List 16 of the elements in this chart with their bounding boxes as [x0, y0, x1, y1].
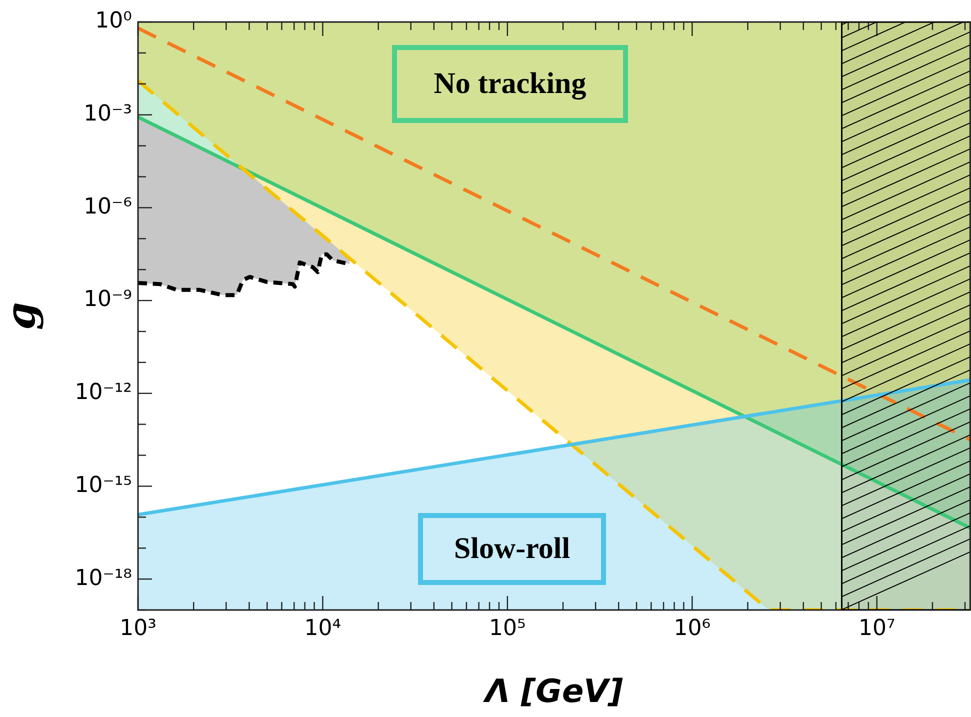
y-tick-label: 10⁻⁶ — [84, 194, 132, 220]
y-tick-label: 10⁻¹² — [74, 380, 132, 406]
x-tick-label: 10⁵ — [489, 616, 526, 641]
y-tick-label: 10⁰ — [95, 8, 132, 34]
x-tick-label: 10⁷ — [858, 616, 896, 641]
x-tick-label: 10⁶ — [674, 616, 711, 641]
x-axis-title: Λ [GeV] — [482, 672, 624, 710]
y-tick-label: 10⁻³ — [84, 102, 132, 127]
annotation: Slow-roll — [418, 513, 606, 585]
y-tick-label: 10⁻¹⁵ — [74, 472, 132, 498]
x-tick-label: 10³ — [120, 616, 156, 641]
x-tick-label: 10⁴ — [304, 616, 342, 641]
annotation: No tracking — [392, 45, 628, 123]
y-tick-label: 10⁻⁹ — [84, 287, 132, 312]
y-axis-title: g — [0, 302, 44, 330]
y-tick-label: 10⁻¹⁸ — [74, 566, 132, 591]
